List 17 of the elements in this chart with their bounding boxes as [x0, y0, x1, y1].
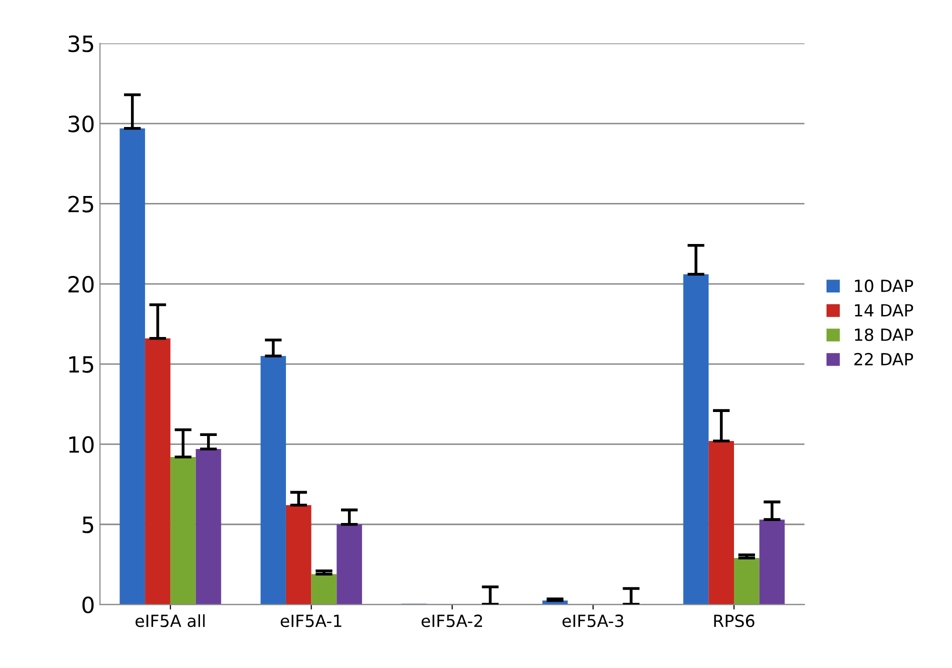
- legend-label: 22 DAP: [854, 352, 914, 366]
- y-tick-label: 5: [82, 516, 94, 534]
- x-tick-label: eIF5A all: [136, 614, 205, 628]
- y-tick-label: 15: [69, 356, 94, 373]
- legend-label: 10 DAP: [854, 280, 914, 292]
- y-tick-label: 20: [68, 276, 94, 293]
- y-tick-label: 35: [68, 35, 94, 52]
- y-tick-label: 10: [69, 436, 94, 453]
- x-tick-label: eIF5A-1: [280, 614, 342, 628]
- y-tick-label: 0: [82, 596, 94, 614]
- y-tick-label: 30: [68, 116, 94, 132]
- x-tick-label: RPS6: [714, 614, 754, 628]
- x-tick-label: eIF5A-3: [562, 614, 624, 628]
- legend-label: 18 DAP: [854, 328, 914, 342]
- legend-label: 14 DAP: [854, 304, 914, 316]
- y-tick-label: 25: [68, 196, 94, 212]
- x-tick-label: eIF5A-2: [422, 614, 482, 628]
